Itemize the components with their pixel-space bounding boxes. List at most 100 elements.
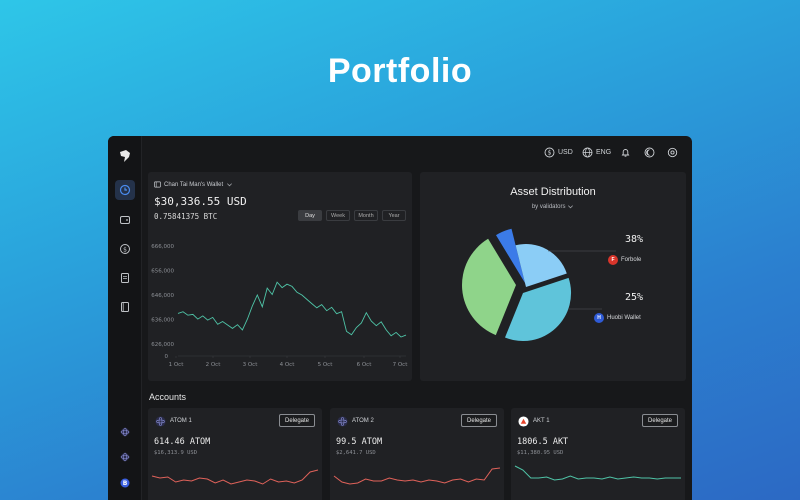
wallet-name: Chan Tai Man's Wallet <box>164 181 224 188</box>
notifications-button[interactable] <box>620 147 631 158</box>
balance-line-chart: 666,000 656,000 646,000 636,000 626,000 01 Oc… <box>151 244 409 368</box>
moon-icon <box>644 147 655 158</box>
sparkline-series <box>333 467 501 485</box>
range-week-button[interactable]: Week <box>326 210 350 221</box>
account-sparkline <box>333 467 501 485</box>
y-tick-label: 646,000 <box>151 293 174 299</box>
balance-series-line <box>177 281 407 338</box>
wallet-icon <box>154 181 161 188</box>
sidebar-chain-band[interactable]: B <box>115 473 135 493</box>
cosmos-icon <box>120 452 130 462</box>
document-icon <box>121 273 129 283</box>
settings-button[interactable] <box>667 147 678 158</box>
gear-icon <box>667 147 678 158</box>
pie-slice-huobi-wallet[interactable] <box>515 244 567 287</box>
book-icon <box>121 302 129 312</box>
huobi-percent: 25% <box>625 292 644 303</box>
clock-icon <box>119 184 131 196</box>
currency-label: USD <box>558 149 573 156</box>
account-amount: 614.46 ATOM <box>154 437 211 447</box>
account-usd-value: $16,313.9 USD <box>154 450 198 456</box>
validator-name: Forbole <box>621 257 642 263</box>
asset-distribution-card: Asset Distribution by validators 38% F F… <box>420 172 686 381</box>
distribution-filter[interactable]: by validators <box>420 203 686 210</box>
delegate-button[interactable]: Delegate <box>642 414 678 427</box>
distribution-pie-chart <box>462 228 616 342</box>
sparkline-series <box>151 469 319 485</box>
account-card-atom-1[interactable]: ATOM 1 Delegate 614.46 ATOM $16,313.9 US… <box>148 408 322 500</box>
pie-slice-green[interactable] <box>462 238 516 336</box>
account-amount: 99.5 ATOM <box>336 437 383 447</box>
language-selector[interactable]: ENG <box>582 147 611 158</box>
sidebar-item-address-book[interactable] <box>115 297 135 317</box>
forbole-icon: F <box>608 255 618 265</box>
page-title: Portfolio <box>327 52 473 90</box>
y-tick-label: 0 <box>165 354 169 360</box>
x-tick-label: 7 Oct <box>393 362 409 368</box>
validator-forbole[interactable]: F Forbole <box>608 255 641 265</box>
sidebar: $ B <box>108 136 142 500</box>
y-tick-label: 636,000 <box>151 318 174 324</box>
wallet-selector[interactable]: Chan Tai Man's Wallet <box>154 181 233 188</box>
bell-icon <box>621 149 630 157</box>
account-name: ATOM 2 <box>352 418 374 424</box>
y-tick-label: 626,000 <box>151 342 174 348</box>
band-icon: B <box>120 478 130 488</box>
delegate-button[interactable]: Delegate <box>279 414 315 427</box>
sidebar-chain-cosmos[interactable] <box>115 422 135 442</box>
sidebar-item-staking[interactable]: $ <box>115 239 135 259</box>
theme-toggle[interactable] <box>644 147 655 158</box>
range-year-button[interactable]: Year <box>382 210 406 221</box>
x-tick-label: 2 Oct <box>206 362 222 368</box>
account-usd-value: $2,641.7 USD <box>336 450 376 456</box>
range-month-button[interactable]: Month <box>354 210 378 221</box>
app-window: $ B $ USD ENG <box>108 136 692 500</box>
dollar-icon: $ <box>120 244 130 254</box>
account-name: AKT 1 <box>533 418 550 424</box>
y-tick-label: 666,000 <box>151 244 174 250</box>
x-tick-label: 3 Oct <box>243 362 259 368</box>
account-sparkline <box>514 465 681 481</box>
delegate-button[interactable]: Delegate <box>461 414 497 427</box>
range-selector: Day Week Month Year <box>298 210 406 221</box>
account-amount: 1806.5 AKT <box>517 437 569 447</box>
balance-btc: 0.75841375 BTC <box>154 212 218 221</box>
forbole-percent: 38% <box>625 234 644 245</box>
distribution-title: Asset Distribution <box>510 186 596 198</box>
pie-slice-blue[interactable] <box>496 228 525 283</box>
wallet-card: Chan Tai Man's Wallet $30,336.55 USD 0.7… <box>148 172 412 381</box>
account-usd-value: $11,380.95 USD <box>517 450 564 456</box>
pie-slice-forbole[interactable] <box>505 277 572 342</box>
huobi-icon: H <box>594 313 604 323</box>
x-tick-label: 4 Oct <box>280 362 296 368</box>
currency-selector[interactable]: $ USD <box>544 147 573 158</box>
sidebar-item-governance[interactable] <box>115 268 135 288</box>
akash-icon <box>518 416 529 427</box>
account-name: ATOM 1 <box>170 418 192 424</box>
wallet-icon <box>120 216 130 224</box>
x-tick-label: 5 Oct <box>318 362 334 368</box>
sparkline-series <box>514 465 681 481</box>
sidebar-item-portfolio[interactable] <box>115 180 135 200</box>
sidebar-chain-akash[interactable] <box>115 447 135 467</box>
cosmos-icon <box>120 427 130 437</box>
dollar-icon: $ <box>544 147 555 158</box>
validator-huobi[interactable]: H Huobi Wallet <box>594 313 641 323</box>
validator-name: Huobi Wallet <box>607 315 641 321</box>
top-bar: $ USD ENG <box>142 136 692 170</box>
svg-text:$: $ <box>548 150 552 157</box>
language-label: ENG <box>596 149 612 156</box>
account-card-akt-1[interactable]: AKT 1 Delegate 1806.5 AKT $11,380.95 USD <box>511 408 685 500</box>
app-logo-icon <box>117 148 133 164</box>
svg-text:B: B <box>123 480 128 487</box>
chevron-down-icon <box>227 183 233 187</box>
cosmos-icon <box>155 416 166 427</box>
account-card-atom-2[interactable]: ATOM 2 Delegate 99.5 ATOM $2,641.7 USD <box>330 408 504 500</box>
sidebar-item-wallet[interactable] <box>115 210 135 230</box>
range-day-button[interactable]: Day <box>298 210 322 221</box>
accounts-heading: Accounts <box>149 392 187 402</box>
x-tick-label: 1 Oct <box>169 362 185 368</box>
svg-text:$: $ <box>123 246 127 253</box>
x-tick-label: 6 Oct <box>357 362 373 368</box>
balance-usd: $30,336.55 USD <box>154 195 247 208</box>
